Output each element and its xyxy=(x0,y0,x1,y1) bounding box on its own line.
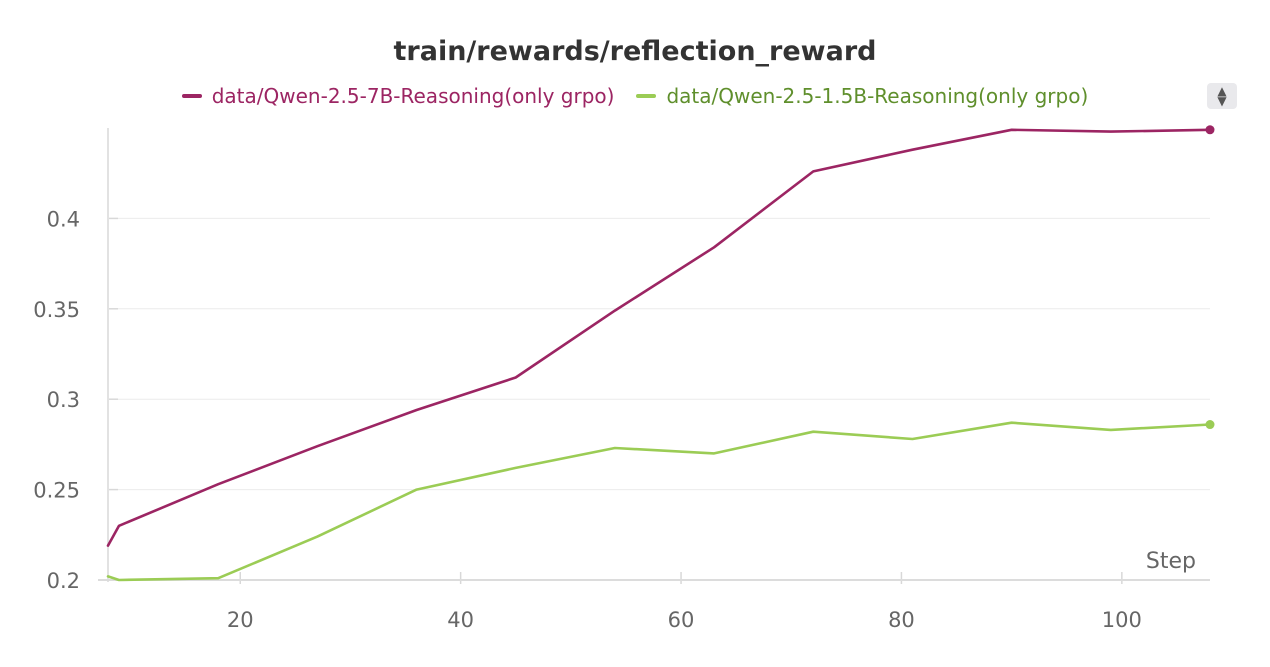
legend-label-7b: data/Qwen-2.5-7B-Reasoning(only grpo) xyxy=(211,84,615,108)
series-end-point-1 xyxy=(1205,420,1215,430)
y-tick-label: 0.25 xyxy=(33,479,80,503)
x-tick-label: 60 xyxy=(668,608,695,632)
x-tick-label: 80 xyxy=(888,608,915,632)
series-lines xyxy=(106,125,1215,582)
legend-sort-toggle[interactable]: ▲ ▼ xyxy=(1207,83,1237,109)
series-line-1 xyxy=(106,421,1212,582)
x-tick-label: 100 xyxy=(1102,608,1142,632)
legend-swatch-1-5b xyxy=(636,94,657,98)
y-tick-label: 0.2 xyxy=(47,569,80,593)
grid xyxy=(118,217,1210,491)
y-tick-label: 0.35 xyxy=(33,298,80,322)
legend-item-7b[interactable]: data/Qwen-2.5-7B-Reasoning(only grpo) xyxy=(181,84,615,108)
x-axis-title: Step xyxy=(1146,549,1196,574)
y-tick-label: 0.3 xyxy=(47,388,80,412)
legend-label-1-5b: data/Qwen-2.5-1.5B-Reasoning(only grpo) xyxy=(666,84,1089,108)
x-tick-label: 20 xyxy=(227,608,254,632)
chart-title: train/rewards/reflection_reward xyxy=(393,36,877,67)
y-tick-label: 0.4 xyxy=(47,207,80,231)
series-line-0 xyxy=(106,128,1212,547)
sort-arrows-icon: ▲ ▼ xyxy=(1217,84,1227,108)
legend-swatch-7b xyxy=(181,94,202,98)
axes xyxy=(98,128,1210,584)
tick-labels: 0.2 0.25 0.3 0.35 0.4 20 40 60 80 100 Step xyxy=(33,207,1196,632)
series-end-point-0 xyxy=(1205,125,1215,135)
legend-item-1-5b[interactable]: data/Qwen-2.5-1.5B-Reasoning(only grpo) xyxy=(636,84,1088,108)
x-tick-label: 40 xyxy=(447,608,474,632)
legend: data/Qwen-2.5-7B-Reasoning(only grpo) da… xyxy=(0,84,1270,108)
